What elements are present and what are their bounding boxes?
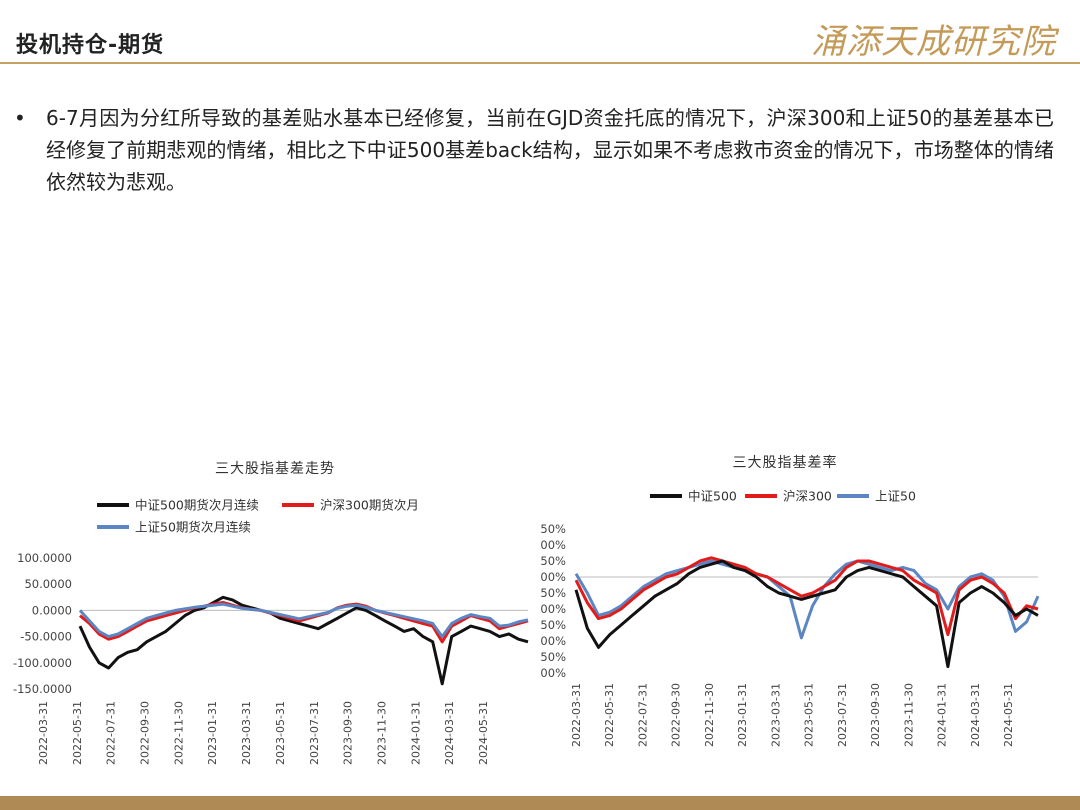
x-tick-label: 2024-03-31 [443, 701, 456, 765]
x-tick-label: 2023-11-30 [375, 701, 388, 765]
x-tick-label: 2024-01-31 [936, 683, 949, 747]
legend-entry: 中证500期货次月连续 [135, 498, 259, 513]
x-tick-label: 2023-01-31 [206, 701, 219, 765]
y-tick-label: -2.00% [540, 634, 566, 648]
x-tick-label: 2023-05-31 [803, 683, 816, 747]
legend-entry: 上证50 [875, 489, 916, 504]
x-tick-label: 2023-07-31 [308, 701, 321, 765]
y-tick-label: -1.00% [540, 602, 566, 616]
x-tick-label: 2024-05-31 [477, 701, 490, 765]
legend-entry: 中证500 [688, 489, 737, 504]
series-line-sz50 [78, 602, 529, 639]
x-tick-label: 2022-11-30 [703, 683, 716, 747]
y-tick-label: 1.00% [540, 538, 566, 552]
x-tick-label: 2023-11-30 [902, 683, 915, 747]
series-line-zz500 [574, 559, 1039, 669]
legend-entry: 沪深300期货次月 [320, 498, 419, 513]
series-line-hs300 [79, 601, 529, 644]
x-tick-label: 2022-07-31 [105, 701, 118, 765]
y-tick-label: -150.0000 [13, 682, 72, 696]
x-tick-label: 2022-03-31 [570, 683, 583, 747]
y-tick-label: 0.00% [540, 570, 566, 584]
y-tick-label: -2.50% [540, 650, 566, 664]
x-tick-label: 2022-05-31 [71, 701, 84, 765]
page-title: 投机持仓-期货 [16, 33, 165, 58]
y-tick-label: 1.50% [540, 522, 566, 536]
y-tick-label: 0.50% [540, 554, 566, 568]
x-tick-label: 2022-03-31 [37, 701, 50, 765]
x-tick-label: 2024-05-31 [1002, 683, 1015, 747]
x-tick-label: 2024-03-31 [969, 683, 982, 747]
series-line-sz50 [574, 559, 1040, 640]
x-tick-label: 2024-01-31 [409, 701, 422, 765]
x-tick-label: 2022-09-30 [670, 683, 683, 747]
x-tick-label: 2023-03-31 [769, 683, 782, 747]
y-tick-label: 50.0000 [24, 577, 72, 591]
y-tick-label: 100.0000 [17, 551, 72, 565]
y-tick-label: -100.0000 [13, 656, 72, 670]
x-tick-label: 2023-09-30 [869, 683, 882, 747]
bullet-text: 6-7月因为分红所导致的基差贴水基本已经修复，当前在GJD资金托底的情况下，沪深… [46, 106, 1054, 194]
y-tick-label: -50.0000 [20, 630, 72, 644]
y-tick-label: 0.0000 [32, 603, 72, 617]
bullet-paragraph: • 6-7月因为分红所导致的基差贴水基本已经修复，当前在GJD资金托底的情况下，… [14, 102, 1054, 198]
series-line-zz500 [78, 595, 529, 686]
legend-entry: 上证50期货次月连续 [135, 520, 251, 535]
y-tick-label: -0.50% [540, 586, 566, 600]
x-tick-label: 2022-09-30 [139, 701, 152, 765]
y-tick-label: -1.50% [540, 618, 566, 632]
x-tick-label: 2023-03-31 [240, 701, 253, 765]
x-tick-label: 2023-01-31 [736, 683, 749, 747]
x-tick-label: 2023-09-30 [342, 701, 355, 765]
series-line-hs300 [574, 556, 1039, 637]
header-divider [0, 62, 1080, 64]
x-tick-label: 2022-07-31 [636, 683, 649, 747]
x-tick-label: 2022-11-30 [172, 701, 185, 765]
x-tick-label: 2023-07-31 [836, 683, 849, 747]
chart-title: 三大股指基差走势 [215, 460, 335, 477]
y-tick-label: -3.00% [540, 666, 566, 680]
chart-title: 三大股指基差率 [733, 454, 838, 471]
legend-entry: 沪深300 [783, 489, 832, 504]
bullet-icon: • [14, 106, 26, 130]
x-tick-label: 2023-05-31 [274, 701, 287, 765]
x-tick-label: 2022-05-31 [603, 683, 616, 747]
brand-logo: 涌添天成研究院 [811, 22, 1056, 62]
footer-bar [0, 796, 1080, 810]
